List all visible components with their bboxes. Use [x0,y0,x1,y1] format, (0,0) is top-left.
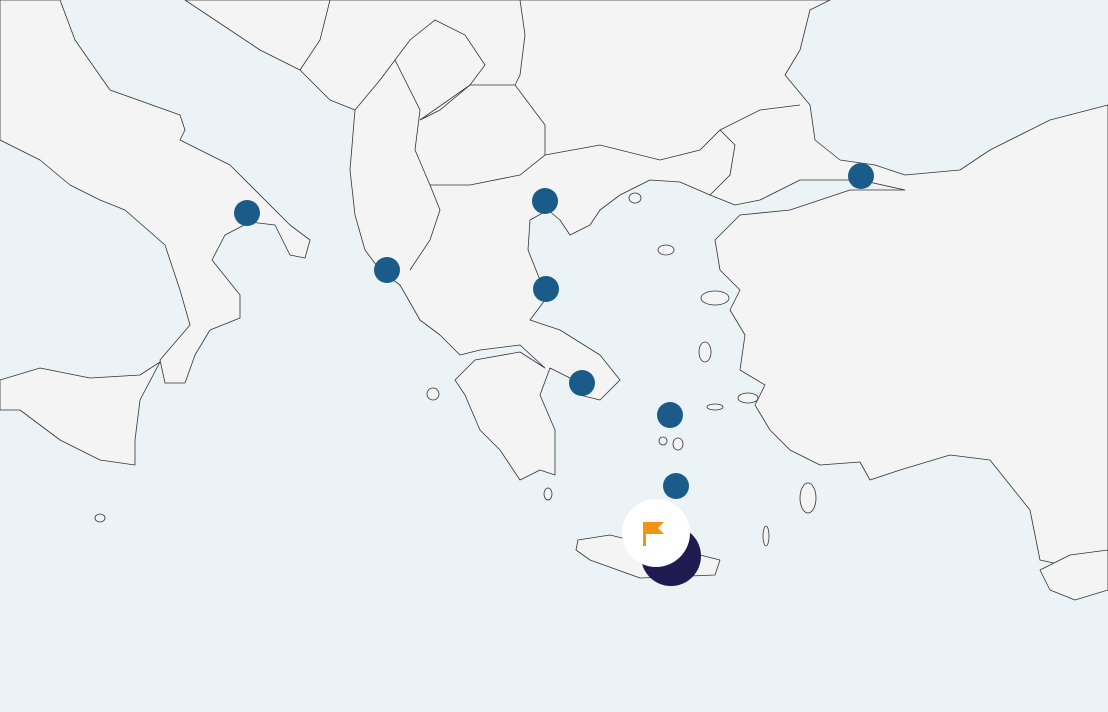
island [543,487,553,501]
location-marker[interactable] [848,163,874,189]
italy [0,0,311,384]
location-marker[interactable] [533,276,559,302]
location-marker[interactable] [234,200,260,226]
location-marker[interactable] [663,473,689,499]
island [426,387,440,401]
markers [234,163,874,586]
island [658,436,668,446]
border [394,19,486,121]
border [719,104,801,131]
location-marker[interactable] [569,370,595,396]
borders [299,0,801,271]
flag-marker[interactable] [622,499,690,567]
island [657,244,675,256]
location-marker[interactable] [374,257,400,283]
island [628,192,642,204]
cyprus [1039,549,1108,601]
island [700,290,730,306]
border [544,129,736,196]
island [698,341,712,363]
island [672,437,684,451]
island [762,525,770,547]
island [799,482,817,514]
border [354,59,441,271]
sicily [0,361,161,466]
border [514,0,526,86]
border [299,0,331,71]
location-marker[interactable] [657,402,683,428]
island [94,513,106,523]
border [419,84,546,186]
island [706,403,724,411]
island [737,392,759,404]
location-marker[interactable] [532,188,558,214]
